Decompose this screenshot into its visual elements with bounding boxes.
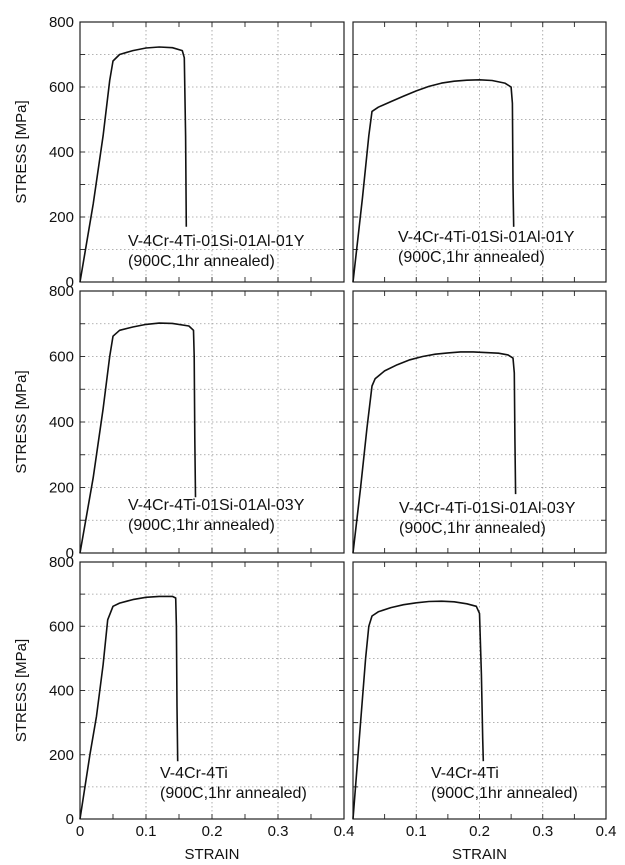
y-axis-label: STRESS [MPa] xyxy=(13,370,30,473)
stress-strain-curve xyxy=(79,322,197,554)
y-tick-label: 200 xyxy=(49,480,74,497)
specimen-annotation: (900C,1hr annealed) xyxy=(399,520,546,537)
y-tick-label: 0 xyxy=(66,811,74,828)
y-tick-label: 0 xyxy=(66,545,74,562)
x-tick-label: 0.4 xyxy=(596,823,617,840)
y-tick-label: 400 xyxy=(49,144,74,161)
x-tick-label: 0.1 xyxy=(136,823,157,840)
x-tick-label: 0.2 xyxy=(469,823,490,840)
chart-panel-middle-right: V-4Cr-4Ti-01Si-01Al-03Y (900C,1hr anneale… xyxy=(352,290,607,554)
specimen-annotation: (900C,1hr annealed) xyxy=(128,253,275,270)
chart-panel-bottom-right: 0.1 0.2 0.3 0.4 STRAIN V-4Cr-4Ti (900C,1hr ann… xyxy=(352,561,617,863)
specimen-annotation: V-4Cr-4Ti xyxy=(431,765,499,782)
specimen-annotation: (900C,1hr annealed) xyxy=(160,785,307,802)
stress-strain-curve xyxy=(352,600,485,820)
specimen-annotation: (900C,1hr annealed) xyxy=(398,249,545,266)
plot-frame xyxy=(352,561,607,820)
specimen-annotation: (900C,1hr annealed) xyxy=(431,785,578,802)
chart-panel-top-right: V-4Cr-4Ti-01Si-01Al-01Y (900C,1hr anneale… xyxy=(352,21,607,283)
x-tick-label: 0.4 xyxy=(334,823,355,840)
plot-frame xyxy=(79,290,345,554)
y-tick-label: 800 xyxy=(49,283,74,300)
y-tick-label: 800 xyxy=(49,14,74,31)
y-tick-label: 200 xyxy=(49,747,74,764)
specimen-annotation: V-4Cr-4Ti xyxy=(160,765,228,782)
y-axis-label: STRESS [MPa] xyxy=(13,100,30,203)
plot-frame xyxy=(352,290,607,554)
specimen-annotation: (900C,1hr annealed) xyxy=(128,517,275,534)
chart-panel-middle-left: 0 200 400 600 800 STRESS [MPa] V-4Cr-4Ti-01Si-… xyxy=(13,283,345,562)
x-axis-label: STRAIN xyxy=(184,846,239,863)
stress-strain-curve xyxy=(79,46,188,283)
y-tick-label: 800 xyxy=(49,554,74,571)
chart-panel-bottom-left: 0 200 400 600 800 0 0.1 0.2 0.3 0.4 STRESS [MPa] ST… xyxy=(13,554,354,863)
x-tick-label: 0.3 xyxy=(268,823,289,840)
specimen-annotation: V-4Cr-4Ti-01Si-01Al-01Y xyxy=(128,233,305,250)
stress-strain-curve xyxy=(79,595,179,820)
chart-panel-top-left: 0 200 400 600 800 STRESS [MPa] V-4Cr-4Ti-01Si-… xyxy=(13,14,345,291)
stress-strain-curve xyxy=(352,79,515,283)
plot-frame xyxy=(79,21,345,283)
specimen-annotation: V-4Cr-4Ti-01Si-01Al-03Y xyxy=(128,497,305,514)
x-tick-label: 0.2 xyxy=(202,823,223,840)
y-tick-label: 400 xyxy=(49,683,74,700)
x-tick-label: 0 xyxy=(76,823,84,840)
y-tick-label: 600 xyxy=(49,79,74,96)
x-axis-label: STRAIN xyxy=(452,846,507,863)
y-tick-label: 600 xyxy=(49,349,74,366)
x-tick-label: 0.3 xyxy=(532,823,553,840)
y-tick-label: 400 xyxy=(49,414,74,431)
specimen-annotation: V-4Cr-4Ti-01Si-01Al-03Y xyxy=(399,500,576,517)
y-tick-label: 0 xyxy=(66,274,74,291)
x-tick-label: 0.1 xyxy=(406,823,427,840)
y-tick-label: 200 xyxy=(49,209,74,226)
y-axis-label: STRESS [MPa] xyxy=(13,639,30,742)
stress-strain-curve xyxy=(352,351,517,554)
plot-frame xyxy=(79,561,345,820)
y-tick-label: 600 xyxy=(49,618,74,635)
specimen-annotation: V-4Cr-4Ti-01Si-01Al-01Y xyxy=(398,229,575,246)
plot-frame xyxy=(352,21,607,283)
